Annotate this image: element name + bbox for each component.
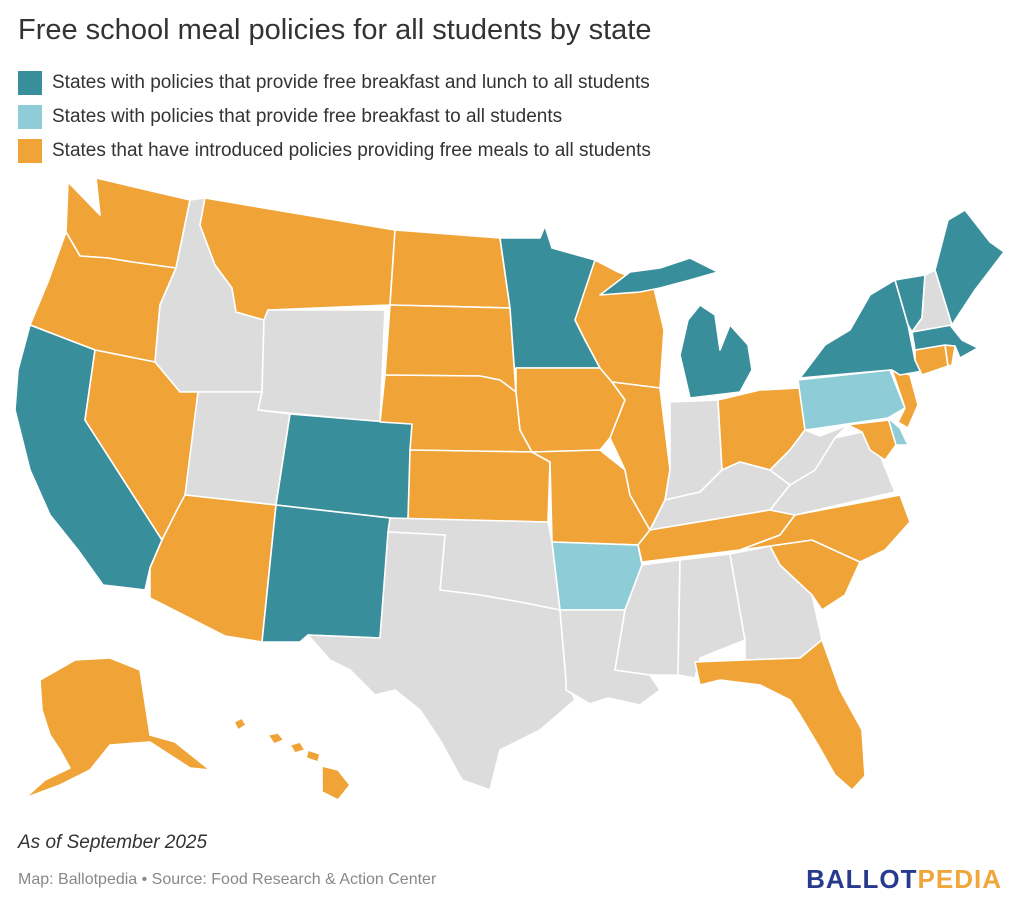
state-ak[interactable] [24, 657, 211, 799]
state-nh[interactable] [911, 269, 953, 333]
us-map [14, 177, 1005, 801]
legend-swatch [18, 105, 42, 129]
legend: States with policies that provide free b… [18, 66, 651, 168]
state-nm[interactable] [261, 504, 391, 643]
state-wy[interactable] [257, 309, 386, 423]
legend-label: States that have introduced policies pro… [52, 140, 651, 161]
state-fl[interactable] [694, 639, 866, 791]
state-il[interactable] [609, 381, 671, 531]
state-hi[interactable] [289, 741, 306, 754]
state-de[interactable] [887, 417, 909, 446]
logo-ballot-text: BALLOT [806, 864, 918, 894]
state-ia[interactable] [515, 367, 626, 453]
legend-label: States with policies that provide free b… [52, 106, 563, 127]
state-ks[interactable] [407, 449, 551, 523]
state-wv[interactable] [769, 424, 849, 486]
state-hi[interactable] [267, 732, 285, 745]
state-nd[interactable] [389, 229, 511, 309]
state-hi[interactable] [233, 717, 247, 731]
legend-item-introduced: States that have introduced policies pro… [18, 134, 651, 168]
legend-item-breakfast-and-lunch: States with policies that provide free b… [18, 66, 651, 100]
lake-michigan [660, 295, 688, 402]
state-me[interactable] [934, 209, 1005, 326]
as-of-date: As of September 2025 [18, 832, 208, 853]
map-title: Free school meal policies for all studen… [18, 14, 652, 46]
ballotpedia-logo[interactable]: BALLOTPEDIA [806, 864, 1002, 895]
state-nc[interactable] [739, 494, 911, 563]
state-tx[interactable] [307, 531, 576, 791]
legend-swatch [18, 71, 42, 95]
legend-item-breakfast-only: States with policies that provide free b… [18, 100, 651, 134]
legend-swatch [18, 139, 42, 163]
state-hi[interactable] [321, 765, 351, 801]
source-credit: Map: Ballotpedia • Source: Food Research… [18, 871, 437, 888]
logo-pedia-text: PEDIA [917, 864, 1002, 894]
state-wa[interactable] [65, 177, 191, 269]
state-mi[interactable] [599, 257, 719, 296]
state-ny[interactable] [799, 279, 929, 379]
state-co[interactable] [275, 413, 413, 521]
state-ma[interactable] [911, 324, 979, 359]
legend-label: States with policies that provide free b… [52, 72, 650, 93]
state-nj[interactable] [891, 369, 919, 429]
state-hi[interactable] [305, 749, 321, 763]
